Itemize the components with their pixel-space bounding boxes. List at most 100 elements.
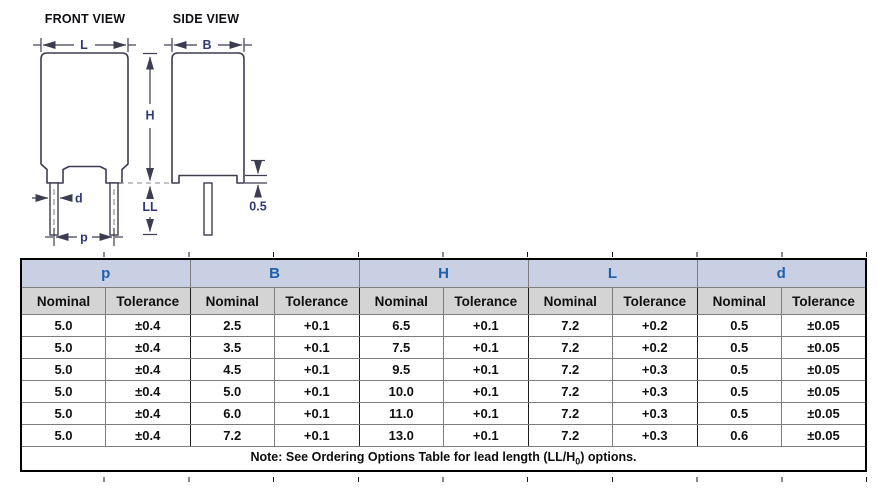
cell: 0.5 bbox=[696, 358, 782, 381]
cell: 7.2 bbox=[527, 358, 613, 381]
dim-label-L: L bbox=[80, 38, 88, 52]
note-text-suffix: ) options. bbox=[580, 450, 637, 465]
dim-label-LL: LL bbox=[142, 200, 158, 214]
side-lead bbox=[203, 182, 213, 236]
cell: +0.1 bbox=[443, 336, 529, 359]
subheader-nominal: Nominal bbox=[189, 287, 275, 315]
cell: +0.1 bbox=[443, 314, 529, 337]
cell: 0.5 bbox=[696, 314, 782, 337]
cell: ±0.4 bbox=[105, 314, 191, 337]
cell: 6.0 bbox=[189, 402, 275, 425]
dim-LL: LL bbox=[142, 185, 158, 236]
dim-d: d bbox=[32, 192, 83, 206]
cropped-row-stubs-top bbox=[20, 252, 867, 257]
table-note: Note: See Ordering Options Table for lea… bbox=[20, 446, 867, 472]
cell: 5.0 bbox=[20, 358, 106, 381]
cell: ±0.05 bbox=[781, 314, 867, 337]
column-group-p: p bbox=[20, 258, 191, 288]
dim-label-H: H bbox=[145, 109, 154, 123]
cell: 0.6 bbox=[696, 424, 782, 447]
cell: 0.5 bbox=[696, 380, 782, 403]
dim-label-p: p bbox=[80, 231, 88, 245]
cell: 13.0 bbox=[358, 424, 444, 447]
cell: +0.1 bbox=[274, 380, 360, 403]
table-row: 5.0 ±0.4 3.5 +0.1 7.5 +0.1 7.2 +0.2 0.5 ±0.05 bbox=[20, 336, 867, 359]
subheader-tolerance: Tolerance bbox=[443, 287, 529, 315]
cell: ±0.4 bbox=[105, 380, 191, 403]
note-text-prefix: Note: See Ordering Options Table for lea… bbox=[250, 450, 576, 465]
column-group-B: B bbox=[189, 258, 360, 288]
subheader-tolerance: Tolerance bbox=[612, 287, 698, 315]
cell: +0.3 bbox=[612, 424, 698, 447]
cell: 3.5 bbox=[189, 336, 275, 359]
cell: 7.2 bbox=[527, 336, 613, 359]
cell: +0.1 bbox=[443, 402, 529, 425]
subheader-tolerance: Tolerance bbox=[274, 287, 360, 315]
cell: 7.2 bbox=[189, 424, 275, 447]
subheader-row: Nominal Tolerance Nominal Tolerance Nominal T… bbox=[20, 287, 867, 315]
cell: ±0.05 bbox=[781, 424, 867, 447]
cell: +0.1 bbox=[274, 402, 360, 425]
cell: 5.0 bbox=[20, 402, 106, 425]
cell: 5.0 bbox=[20, 336, 106, 359]
dim-L: L bbox=[33, 38, 136, 52]
note-row: Note: See Ordering Options Table for lea… bbox=[20, 446, 867, 472]
front-body bbox=[40, 52, 129, 184]
cell: +0.3 bbox=[612, 358, 698, 381]
subheader-nominal: Nominal bbox=[527, 287, 613, 315]
cell: +0.1 bbox=[443, 358, 529, 381]
side-view-title: SIDE VIEW bbox=[173, 12, 239, 26]
cell: +0.2 bbox=[612, 336, 698, 359]
table-row: 5.0 ±0.4 6.0 +0.1 11.0 +0.1 7.2 +0.3 0.5 ±0.05 bbox=[20, 402, 867, 425]
cell: ±0.05 bbox=[781, 380, 867, 403]
table-row: 5.0 ±0.4 7.2 +0.1 13.0 +0.1 7.2 +0.3 0.6 ±0.05 bbox=[20, 424, 867, 447]
cell: +0.1 bbox=[443, 424, 529, 447]
dim-label-B: B bbox=[202, 38, 211, 52]
cell: +0.1 bbox=[443, 380, 529, 403]
column-group-H: H bbox=[358, 258, 529, 288]
cell: 0.5 bbox=[696, 336, 782, 359]
cell: 7.5 bbox=[358, 336, 444, 359]
table-row: 5.0 ±0.4 5.0 +0.1 10.0 +0.1 7.2 +0.3 0.5 ±0.05 bbox=[20, 380, 867, 403]
cell: +0.3 bbox=[612, 380, 698, 403]
cell: ±0.4 bbox=[105, 402, 191, 425]
dim-p: p bbox=[45, 228, 123, 246]
cell: 6.5 bbox=[358, 314, 444, 337]
cell: 0.5 bbox=[696, 402, 782, 425]
dim-label-d: d bbox=[75, 192, 83, 206]
subheader-nominal: Nominal bbox=[696, 287, 782, 315]
dim-B: B bbox=[164, 38, 252, 52]
cell: 2.5 bbox=[189, 314, 275, 337]
cell: ±0.4 bbox=[105, 336, 191, 359]
dim-H: H bbox=[143, 52, 157, 182]
table-row: 5.0 ±0.4 2.5 +0.1 6.5 +0.1 7.2 +0.2 0.5 ±0.05 bbox=[20, 314, 867, 337]
cell: 7.2 bbox=[527, 424, 613, 447]
dim-standoff: 0.5 bbox=[245, 159, 267, 214]
subheader-nominal: Nominal bbox=[358, 287, 444, 315]
cell: ±0.4 bbox=[105, 424, 191, 447]
cell: ±0.05 bbox=[781, 358, 867, 381]
front-view-title: FRONT VIEW bbox=[45, 12, 125, 26]
cell: 10.0 bbox=[358, 380, 444, 403]
cell: +0.3 bbox=[612, 402, 698, 425]
cell: 5.0 bbox=[20, 424, 106, 447]
cell: 5.0 bbox=[20, 314, 106, 337]
note-subscript: 0 bbox=[575, 456, 581, 467]
cell: 7.2 bbox=[527, 314, 613, 337]
cell: ±0.05 bbox=[781, 336, 867, 359]
cell: 5.0 bbox=[189, 380, 275, 403]
subheader-tolerance: Tolerance bbox=[781, 287, 867, 315]
cell: +0.1 bbox=[274, 358, 360, 381]
subheader-nominal: Nominal bbox=[20, 287, 106, 315]
cell: 5.0 bbox=[20, 380, 106, 403]
cell: +0.1 bbox=[274, 336, 360, 359]
cropped-row-stubs-bottom bbox=[20, 477, 867, 482]
dim-label-standoff: 0.5 bbox=[249, 200, 266, 214]
cell: 7.2 bbox=[527, 402, 613, 425]
cell: 11.0 bbox=[358, 402, 444, 425]
cell: +0.1 bbox=[274, 424, 360, 447]
cell: ±0.4 bbox=[105, 358, 191, 381]
